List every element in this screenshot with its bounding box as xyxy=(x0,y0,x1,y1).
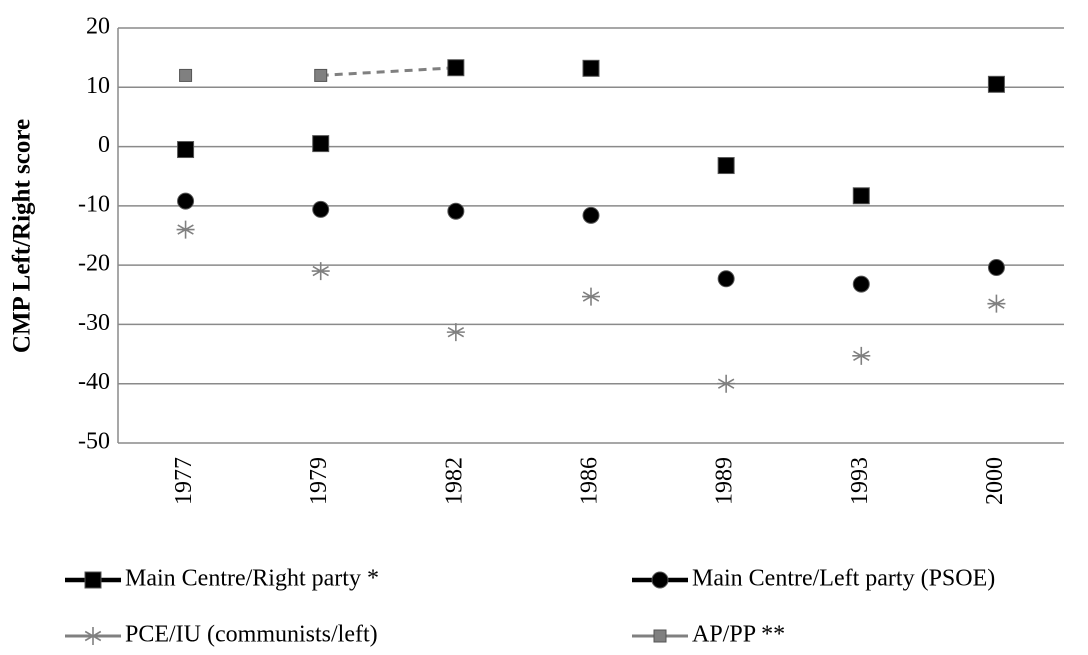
x-tick-label: 1993 xyxy=(847,457,873,505)
legend-label: PCE/IU (communists/left) xyxy=(125,622,378,648)
x-tick-label: 2000 xyxy=(982,457,1008,505)
x-tick-label: 1979 xyxy=(306,457,332,505)
y-tick-label: -10 xyxy=(78,191,110,217)
data-point xyxy=(447,59,465,77)
data-point xyxy=(177,192,195,210)
data-point xyxy=(852,187,870,205)
legend-label: AP/PP ** xyxy=(692,622,785,648)
data-point xyxy=(582,206,600,224)
x-tick-label: 1986 xyxy=(577,457,603,505)
x-tick-label: 1977 xyxy=(171,457,197,505)
data-point xyxy=(312,200,330,218)
data-point xyxy=(717,374,736,393)
data-point xyxy=(176,220,195,239)
data-point xyxy=(987,75,1005,93)
data-point xyxy=(311,262,330,281)
y-tick-label: 0 xyxy=(98,132,110,158)
data-point xyxy=(717,157,735,175)
y-tick-label: 10 xyxy=(86,73,110,99)
legend-label: Main Centre/Right party * xyxy=(125,566,379,592)
legend-marker xyxy=(653,629,667,643)
legend-marker xyxy=(84,571,102,589)
y-tick-label: 20 xyxy=(86,14,110,40)
legend-marker xyxy=(651,571,669,589)
data-point xyxy=(852,346,871,365)
data-point xyxy=(987,259,1005,277)
data-point xyxy=(446,323,465,342)
data-point xyxy=(582,287,600,306)
x-tick-label: 1989 xyxy=(712,457,738,505)
y-tick-label: -40 xyxy=(78,369,110,395)
data-point xyxy=(314,68,328,82)
y-axis-label: CMP Left/Right score xyxy=(9,119,36,353)
y-tick-label: -30 xyxy=(78,310,110,336)
legend-label: Main Centre/Left party (PSOE) xyxy=(692,566,995,592)
y-tick-label: -20 xyxy=(78,251,110,277)
data-point xyxy=(179,68,193,82)
y-tick-label: -50 xyxy=(78,429,110,455)
series-line xyxy=(320,66,456,77)
data-point xyxy=(177,141,195,159)
data-point xyxy=(582,59,600,77)
data-point xyxy=(312,135,330,153)
data-point xyxy=(987,294,1006,313)
data-point xyxy=(447,202,465,220)
data-point xyxy=(852,275,870,293)
legend-marker xyxy=(84,627,102,645)
data-point xyxy=(717,270,735,288)
x-tick-label: 1982 xyxy=(441,457,467,505)
